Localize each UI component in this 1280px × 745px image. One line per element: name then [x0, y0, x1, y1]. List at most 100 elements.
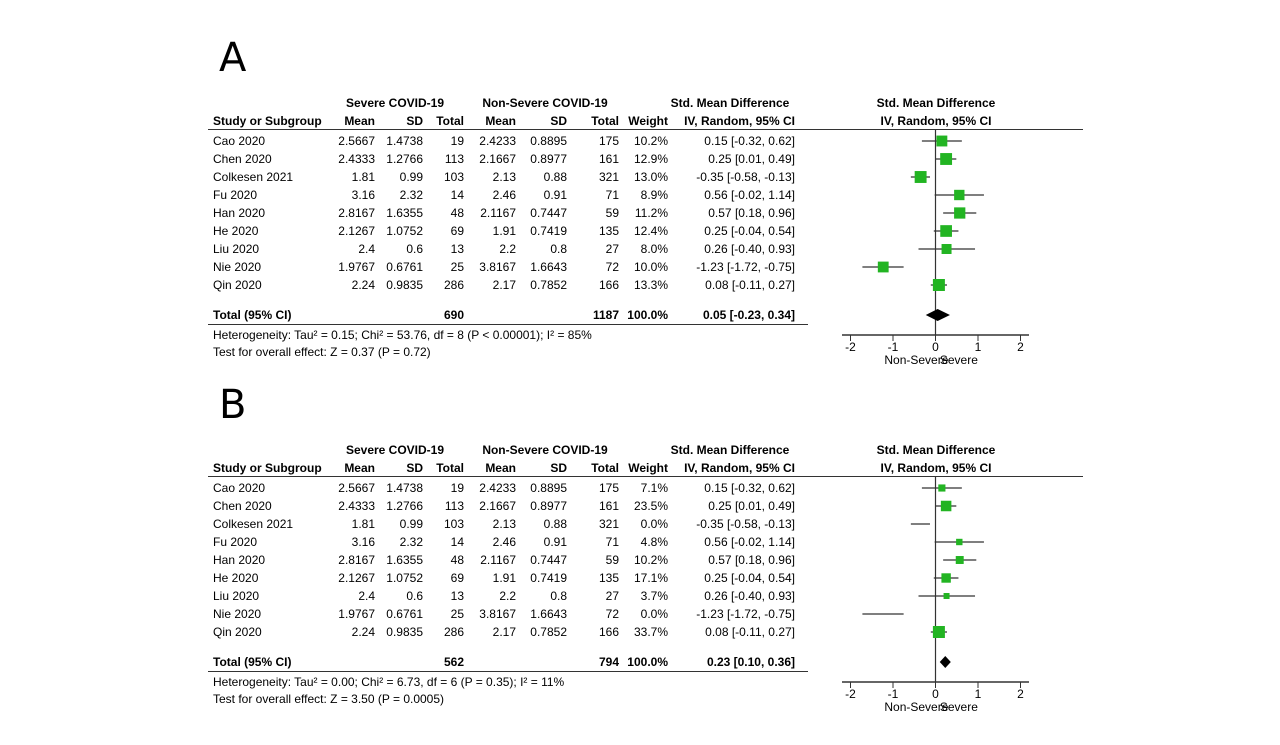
ci-value: 0.57 [0.18, 0.96]: [708, 206, 795, 220]
ci-value: 0.57 [0.18, 0.96]: [708, 553, 795, 567]
study-name: Nie 2020: [213, 607, 262, 621]
nonsevere-mean-value: 2.1167: [480, 206, 516, 220]
severe-total-value: 25: [450, 260, 464, 274]
nonsevere-sd-value: 0.7447: [530, 206, 567, 220]
plot-method-header: IV, Random, 95% CI: [880, 114, 992, 128]
ci-value: 0.26 [-0.40, 0.93]: [704, 589, 795, 603]
nonsevere-sd-value: 0.8895: [530, 481, 567, 495]
nonsevere-total-value: 161: [598, 152, 619, 166]
weight-value: 10.0%: [633, 260, 668, 274]
ci-value: 0.56 [-0.02, 1.14]: [704, 535, 795, 549]
severe-mean-value: 2.1267: [338, 224, 375, 238]
nonsevere-total-header: Total: [591, 114, 619, 128]
nonsevere-mean-value: 2.2: [499, 242, 516, 256]
severe-mean-value: 1.9767: [338, 607, 375, 621]
nonsevere-mean-value: 2.13: [492, 170, 516, 184]
x-axis-tick-label: -1: [888, 687, 899, 701]
ci-value: 0.15 [-0.32, 0.62]: [704, 134, 795, 148]
severe-total-value: 113: [444, 152, 464, 166]
nonsevere-total-value: 71: [605, 535, 619, 549]
nonsevere-total-value: 59: [605, 206, 619, 220]
severe-sd-header: SD: [406, 114, 423, 128]
severe-total-value: 113: [444, 499, 464, 513]
point-estimate-square: [938, 484, 946, 492]
nonsevere-total-value: 321: [598, 517, 619, 531]
severe-mean-value: 2.4333: [338, 499, 375, 513]
effect-header: Std. Mean Difference: [670, 443, 790, 457]
severe-sd-value: 1.4738: [386, 481, 423, 495]
nonsevere-mean-value: 3.8167: [479, 260, 516, 274]
nonsevere-sd-value: 0.7419: [530, 224, 567, 238]
point-estimate-square: [954, 189, 965, 201]
pooled-estimate-diamond: [925, 309, 950, 321]
ci-value: -0.35 [-0.58, -0.13]: [696, 170, 795, 184]
bottom-rule: [208, 671, 808, 672]
weight-value: 23.5%: [633, 499, 668, 513]
severe-sd-value: 1.0752: [386, 224, 423, 238]
nonsevere-mean-value: 2.13: [492, 517, 516, 531]
total-label: Total (95% CI): [213, 655, 292, 669]
x-axis-tick-label: 0: [932, 687, 939, 701]
x-axis-left-label: Non-Severe: [884, 353, 948, 367]
severe-mean-value: 2.5667: [338, 134, 375, 148]
severe-sd-header: SD: [406, 461, 423, 475]
nonsevere-mean-value: 2.17: [492, 278, 516, 292]
severe-sd-value: 2.32: [399, 535, 423, 549]
ci-value: -1.23 [-1.72, -0.75]: [696, 260, 795, 274]
study-name: He 2020: [213, 224, 259, 238]
point-estimate-square: [955, 556, 964, 564]
nonsevere-total-value: 71: [605, 188, 619, 202]
ci-value: 0.08 [-0.11, 0.27]: [705, 625, 795, 639]
point-estimate-square: [932, 626, 945, 638]
study-name: Chen 2020: [213, 499, 272, 513]
severe-total-value: 48: [450, 553, 464, 567]
nonsevere-sd-value: 0.8977: [530, 152, 567, 166]
nonsevere-sd-value: 1.6643: [530, 607, 567, 621]
nonsevere-sd-value: 0.8: [550, 242, 567, 256]
severe-sd-value: 0.99: [399, 170, 423, 184]
weight-value: 11.2%: [634, 206, 668, 220]
x-axis-right-label: Severe: [940, 353, 978, 367]
severe-total-header: Total: [436, 114, 464, 128]
severe-total-value: 25: [450, 607, 464, 621]
severe-mean-value: 1.9767: [338, 260, 375, 274]
study-name: Fu 2020: [213, 535, 258, 549]
severe-mean-header: Mean: [344, 114, 375, 128]
weight-value: 0.0%: [640, 517, 668, 531]
nonsevere-mean-value: 2.4233: [479, 134, 516, 148]
severe-mean-value: 2.24: [351, 278, 375, 292]
severe-total-value: 103: [443, 170, 464, 184]
severe-mean-value: 2.8167: [338, 206, 375, 220]
nonsevere-total-value: 161: [598, 499, 619, 513]
nonsevere-sd-value: 0.8: [550, 589, 567, 603]
study-name: Colkesen 2021: [213, 517, 294, 531]
nonsevere-mean-value: 2.46: [492, 188, 516, 202]
nonsevere-total-value: 27: [605, 242, 619, 256]
panel-label: B: [219, 382, 247, 428]
point-estimate-square: [941, 573, 951, 583]
severe-sd-value: 1.2766: [386, 152, 423, 166]
weight-value: 12.4%: [633, 224, 668, 238]
nonsevere-sd-value: 0.91: [543, 535, 567, 549]
total-nonsevere-n: 794: [598, 655, 619, 669]
nonsevere-sd-value: 0.7419: [530, 571, 567, 585]
x-axis-tick-label: 1: [975, 687, 982, 701]
severe-sd-value: 0.6: [406, 242, 423, 256]
severe-total-value: 19: [450, 134, 464, 148]
severe-sd-value: 0.6: [406, 589, 423, 603]
point-estimate-square: [940, 500, 952, 512]
header-rule: [208, 476, 1083, 477]
weight-header: Weight: [628, 461, 668, 475]
nonsevere-group-header: Non-Severe COVID-19: [482, 443, 608, 457]
method-header: IV, Random, 95% CI: [684, 114, 795, 128]
weight-value: 12.9%: [633, 152, 668, 166]
x-axis-tick-label: -2: [845, 340, 856, 354]
nonsevere-mean-value: 2.1167: [480, 553, 516, 567]
header-rule: [208, 129, 1083, 130]
point-estimate-square: [940, 225, 952, 237]
severe-sd-value: 0.6761: [386, 260, 423, 274]
nonsevere-total-value: 72: [605, 607, 619, 621]
study-column-header: Study or Subgroup: [213, 114, 322, 128]
